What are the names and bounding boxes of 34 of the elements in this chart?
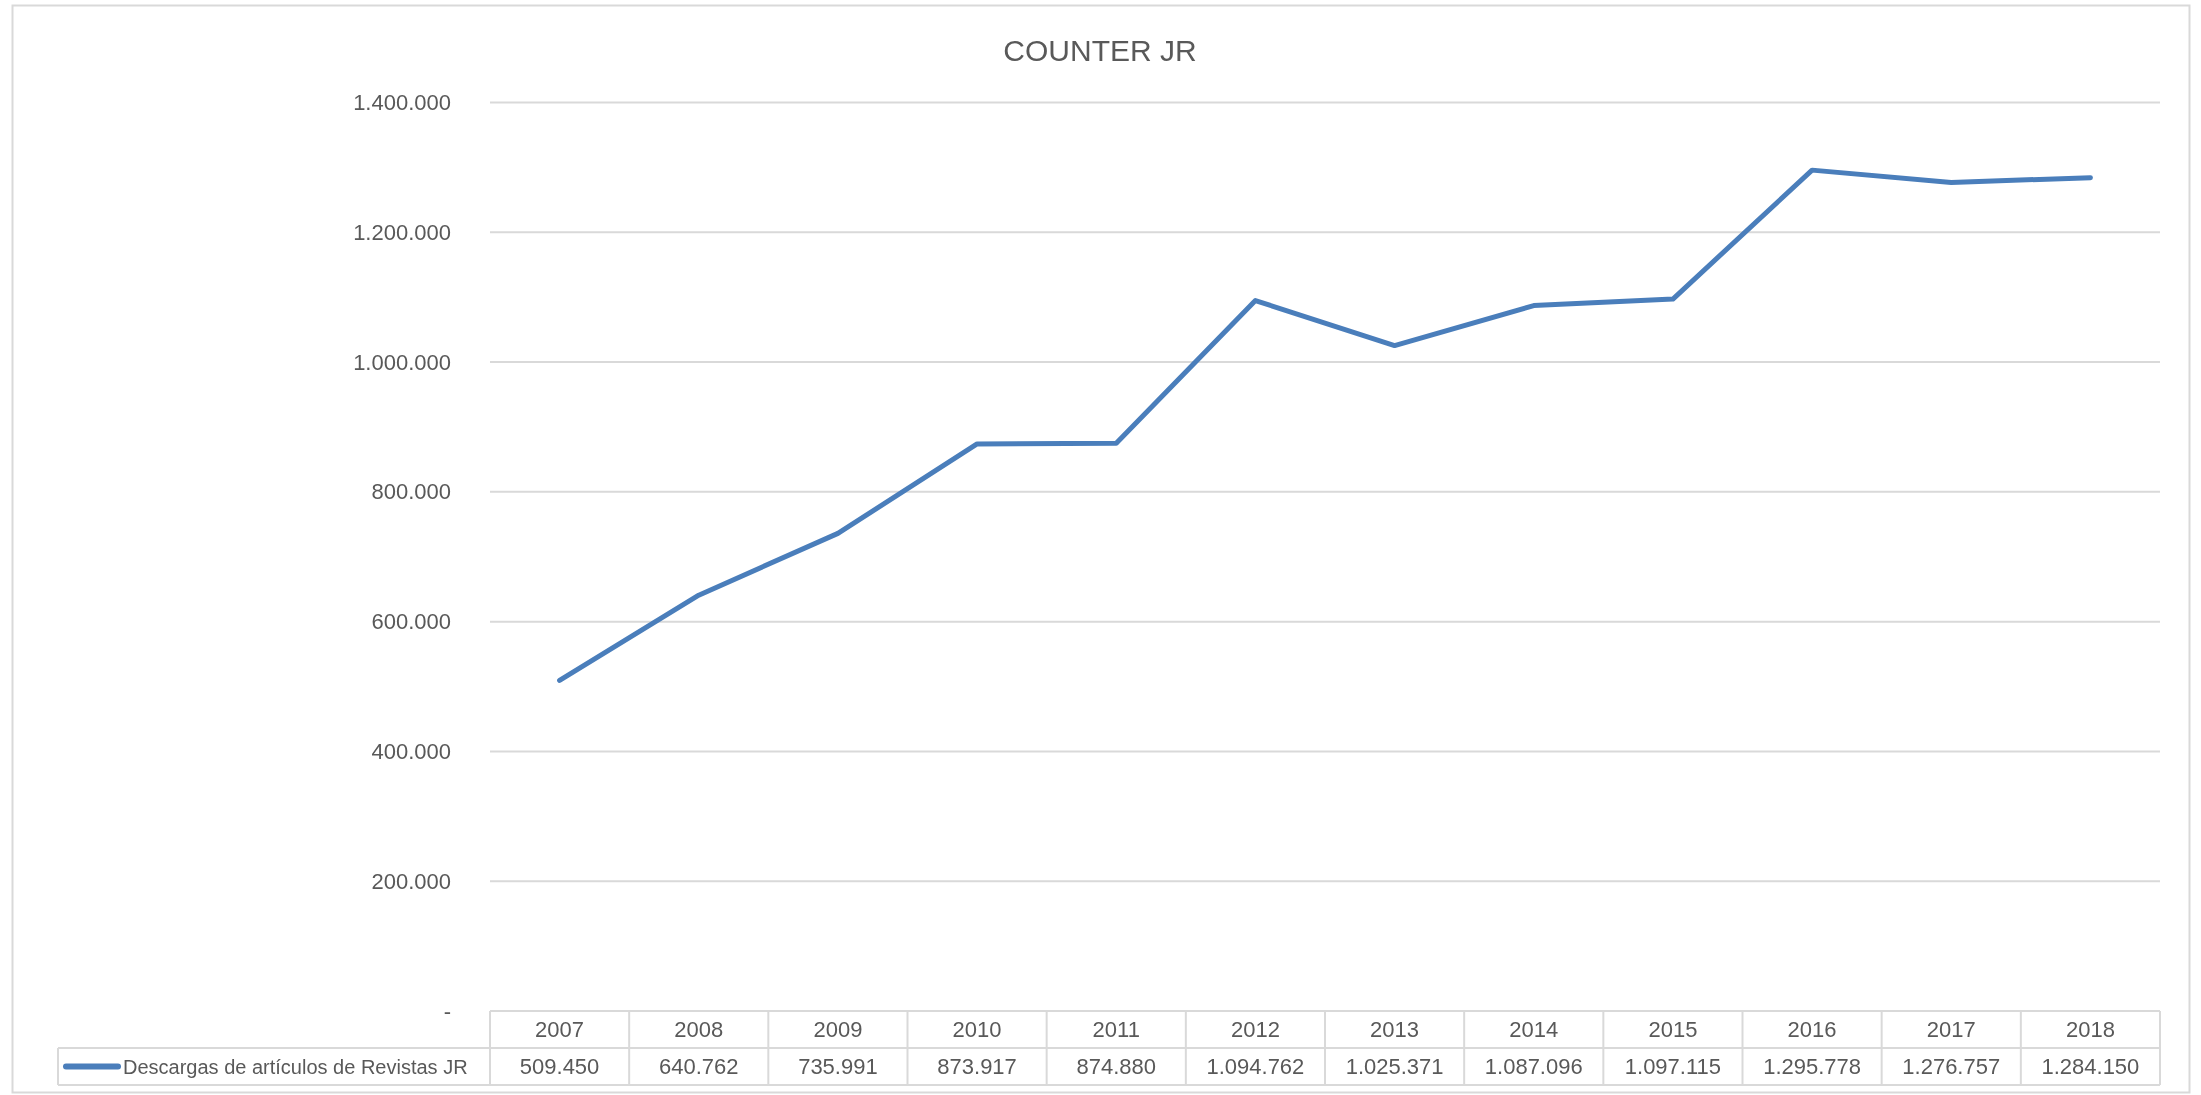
legend-label: Descargas de artículos de Revistas JR bbox=[123, 1055, 468, 1078]
y-tick-label: 1.200.000 bbox=[353, 219, 451, 245]
data-label: 640.762 bbox=[658, 1054, 739, 1079]
x-tick-label: 2009 bbox=[813, 1017, 863, 1042]
data-label: 873.917 bbox=[937, 1054, 1017, 1079]
x-tick-label: 2012 bbox=[1230, 1017, 1280, 1042]
y-tick-label: 800.000 bbox=[371, 479, 451, 505]
data-label: 1.276.757 bbox=[1902, 1054, 2001, 1079]
data-label: 1.284.150 bbox=[2041, 1054, 2140, 1079]
x-tick-label: 2015 bbox=[1648, 1017, 1698, 1042]
x-tick-label: 2010 bbox=[952, 1017, 1002, 1042]
x-tick-label: 2007 bbox=[535, 1017, 585, 1042]
y-tick-label: 1.400.000 bbox=[353, 90, 451, 115]
data-label: 1.087.096 bbox=[1484, 1054, 1583, 1079]
y-tick-label: 1.000.000 bbox=[353, 349, 451, 375]
x-tick-label: 2016 bbox=[1787, 1017, 1837, 1042]
data-label: 1.094.762 bbox=[1206, 1054, 1305, 1079]
y-tick-label: - bbox=[443, 998, 451, 1024]
y-tick-label: 200.000 bbox=[371, 868, 451, 894]
chart-title: COUNTER JR bbox=[1003, 33, 1197, 67]
data-label: 735.991 bbox=[798, 1054, 878, 1079]
data-label: 509.450 bbox=[519, 1054, 600, 1079]
y-tick-label: 600.000 bbox=[371, 609, 451, 635]
data-label: 1.025.371 bbox=[1345, 1054, 1444, 1079]
data-label: 1.295.778 bbox=[1763, 1054, 1862, 1079]
x-tick-label: 2014 bbox=[1509, 1017, 1559, 1042]
data-label: 1.097.115 bbox=[1624, 1054, 1722, 1079]
x-tick-label: 2013 bbox=[1370, 1017, 1420, 1042]
y-tick-label: 400.000 bbox=[371, 738, 451, 764]
data-label: 874.880 bbox=[1076, 1054, 1157, 1079]
x-tick-label: 2017 bbox=[1926, 1017, 1976, 1042]
x-tick-label: 2008 bbox=[674, 1017, 724, 1042]
x-tick-label: 2018 bbox=[2065, 1017, 2115, 1042]
x-tick-label: 2011 bbox=[1092, 1017, 1140, 1042]
